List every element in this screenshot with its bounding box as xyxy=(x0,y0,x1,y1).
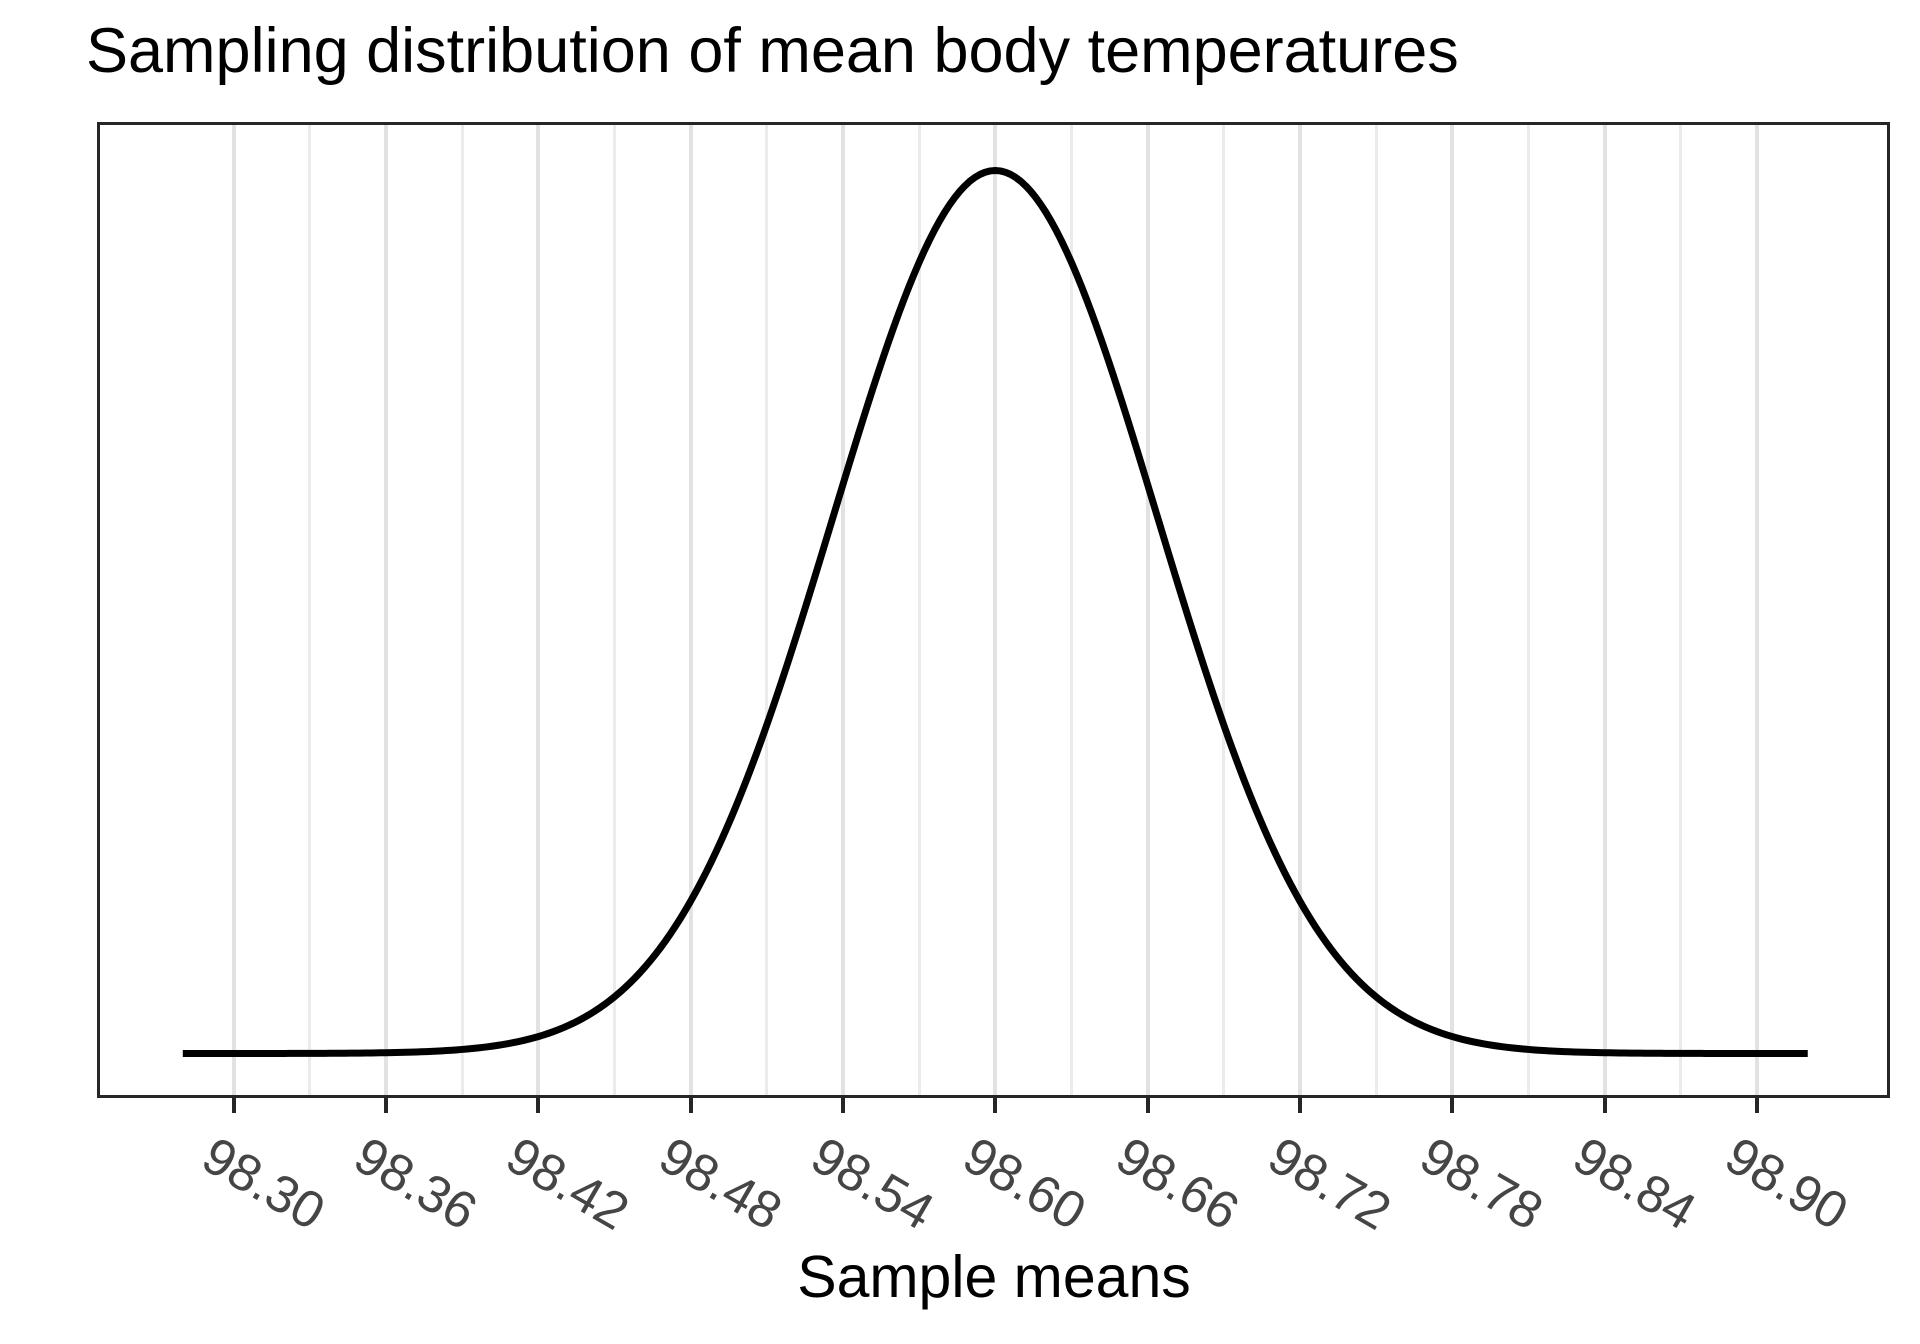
x-tick-label: 98.78 xyxy=(1410,1126,1553,1242)
x-tick-label: 98.36 xyxy=(344,1126,487,1242)
x-axis-tick xyxy=(1450,1098,1455,1113)
x-axis-tick xyxy=(840,1098,845,1113)
x-axis-tick xyxy=(1297,1098,1302,1113)
x-axis-tick xyxy=(993,1098,998,1113)
x-axis-tick xyxy=(536,1098,541,1113)
x-axis-tick xyxy=(231,1098,236,1113)
chart-title: Sampling distribution of mean body tempe… xyxy=(86,16,1459,86)
x-tick-label: 98.72 xyxy=(1258,1126,1401,1242)
x-axis-tick xyxy=(1754,1098,1759,1113)
x-tick-label: 98.66 xyxy=(1106,1126,1248,1242)
x-tick-label: 98.30 xyxy=(192,1126,334,1242)
x-axis-tick xyxy=(383,1098,388,1113)
x-axis-tick xyxy=(688,1098,693,1113)
x-tick-label: 98.84 xyxy=(1563,1126,1705,1242)
x-tick-label: 98.48 xyxy=(649,1126,791,1242)
x-tick-label: 98.90 xyxy=(1715,1126,1858,1242)
x-tick-label: 98.42 xyxy=(496,1126,639,1242)
plot-panel-border xyxy=(97,122,1890,1098)
x-axis-title: Sample means xyxy=(797,1244,1191,1310)
x-tick-label: 98.60 xyxy=(953,1126,1096,1242)
x-axis-tick xyxy=(1145,1098,1150,1113)
x-tick-label: 98.54 xyxy=(801,1126,944,1242)
x-axis-tick xyxy=(1602,1098,1607,1113)
